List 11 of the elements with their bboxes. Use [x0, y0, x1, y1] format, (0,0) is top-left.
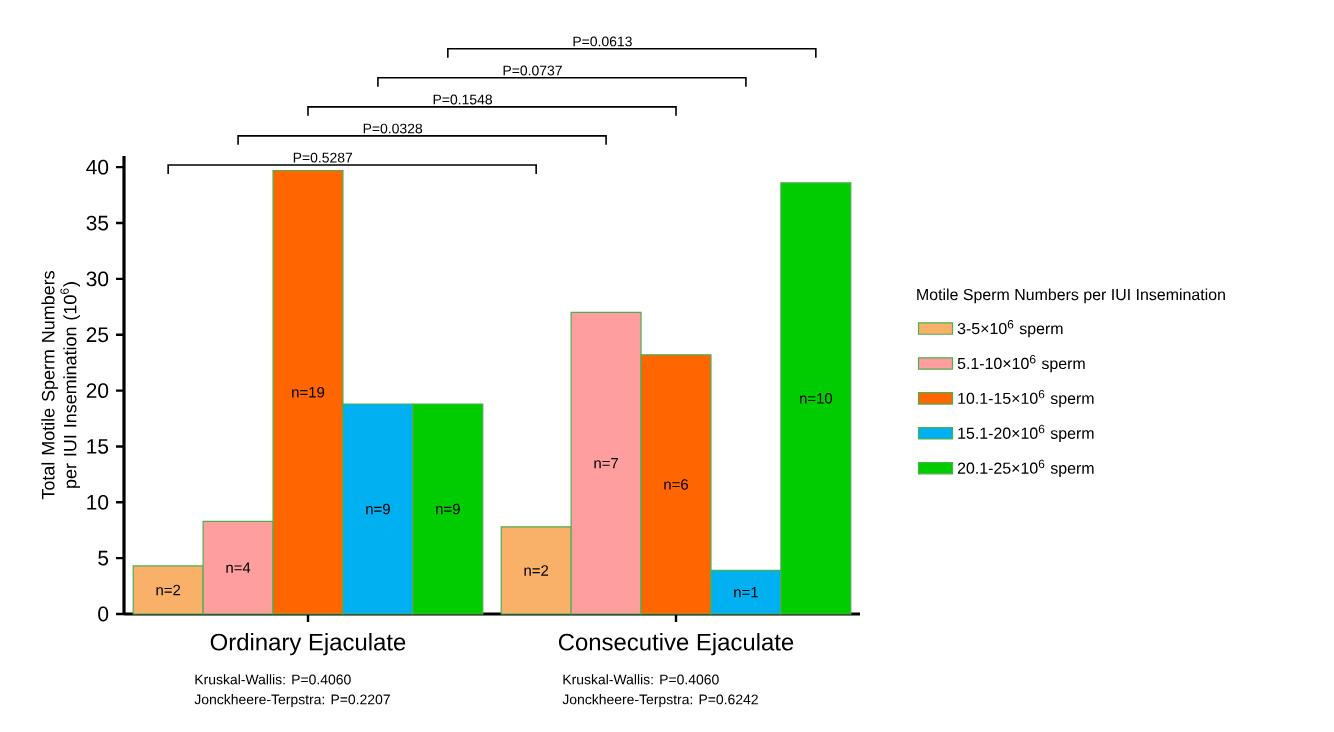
y-tick-label: 10	[87, 494, 109, 510]
y-tick-label: 0	[98, 606, 109, 622]
y-tick-label: 20	[86, 383, 109, 399]
x-tick-label: Ordinary Ejaculate	[210, 633, 406, 656]
y-tick-label: 15	[87, 439, 109, 454]
y-tick-label: 5	[98, 550, 109, 566]
y-tick-label: 25	[86, 327, 109, 343]
y-tick-label: 30	[86, 271, 109, 287]
y-tick-label: 35	[86, 215, 109, 231]
y-tick-label: 40	[86, 159, 109, 175]
x-tick-label: Consecutive Ejaculate	[558, 633, 794, 656]
